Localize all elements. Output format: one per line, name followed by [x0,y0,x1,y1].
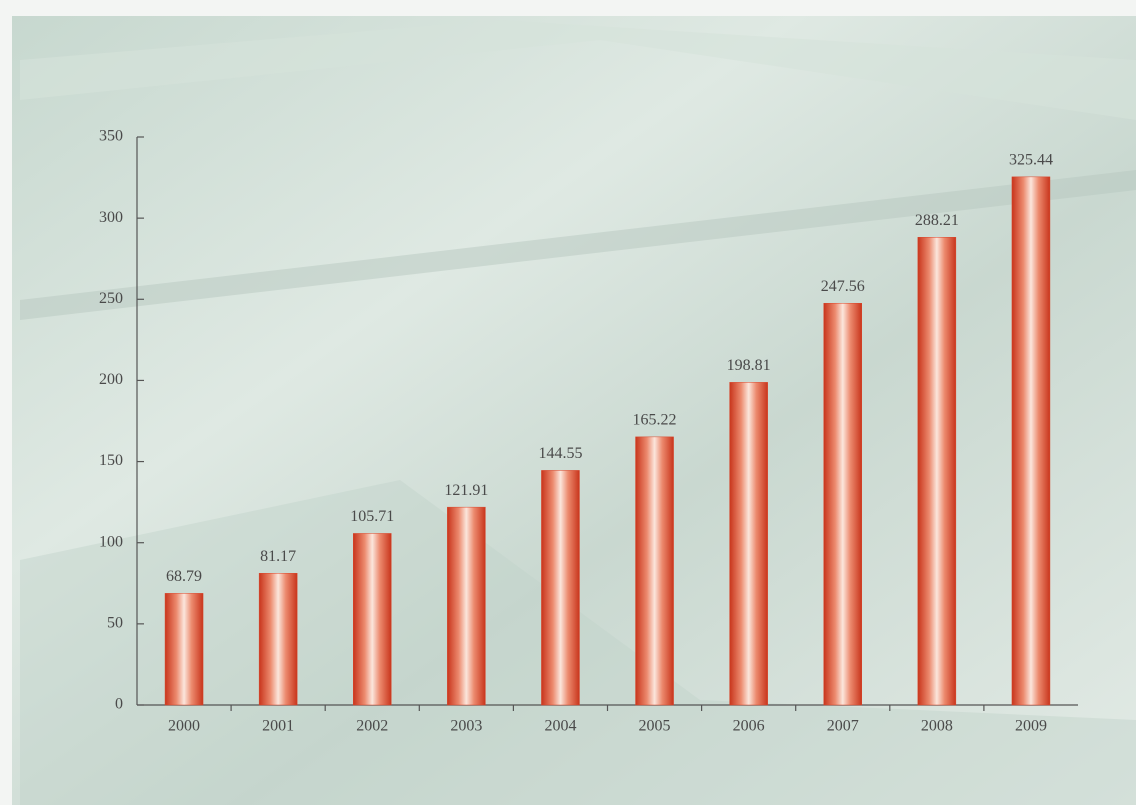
bar [729,382,768,706]
bar [164,593,204,706]
x-tick-label: 2003 [450,718,482,735]
y-tick-label: 350 [99,128,123,145]
y-tick-label: 150 [99,452,123,469]
background-shape [20,20,1136,120]
y-tick-label: 300 [99,209,123,226]
bar [541,470,580,706]
x-tick-label: 2006 [733,718,765,735]
x-tick-label: 2000 [168,718,200,735]
y-tick-label: 100 [99,533,123,550]
x-tick-label: 2009 [1015,718,1047,735]
y-tick-label: 250 [99,290,123,307]
value-label: 81.17 [260,548,296,565]
value-label: 247.56 [821,278,865,295]
value-label: 165.22 [633,412,677,429]
value-label: 105.71 [350,508,394,525]
value-label: 288.21 [915,212,959,229]
y-tick-label: 0 [115,696,123,713]
bar [447,506,486,706]
value-label: 121.91 [444,482,488,499]
bar [1011,176,1051,706]
x-tick-label: 2001 [262,718,294,735]
value-label: 198.81 [727,357,771,374]
bar [823,302,862,706]
bar [353,533,392,706]
x-tick-label: 2005 [639,718,671,735]
background-shape [20,170,1136,320]
x-tick-label: 2007 [827,718,859,735]
plot: 0 50 100 150 200 250 300 350 2000 68.79 2001 81.17 2… [99,128,1053,735]
bar [258,573,298,706]
bar [917,237,957,706]
y-tick-label: 200 [99,371,123,388]
value-label: 325.44 [1009,152,1053,169]
value-label: 144.55 [538,445,582,462]
bar [635,436,674,706]
x-tick-label: 2008 [921,718,953,735]
x-tick-label: 2004 [544,718,576,735]
y-tick-label: 50 [107,615,123,632]
value-label: 68.79 [166,568,202,585]
x-tick-label: 2002 [356,718,388,735]
